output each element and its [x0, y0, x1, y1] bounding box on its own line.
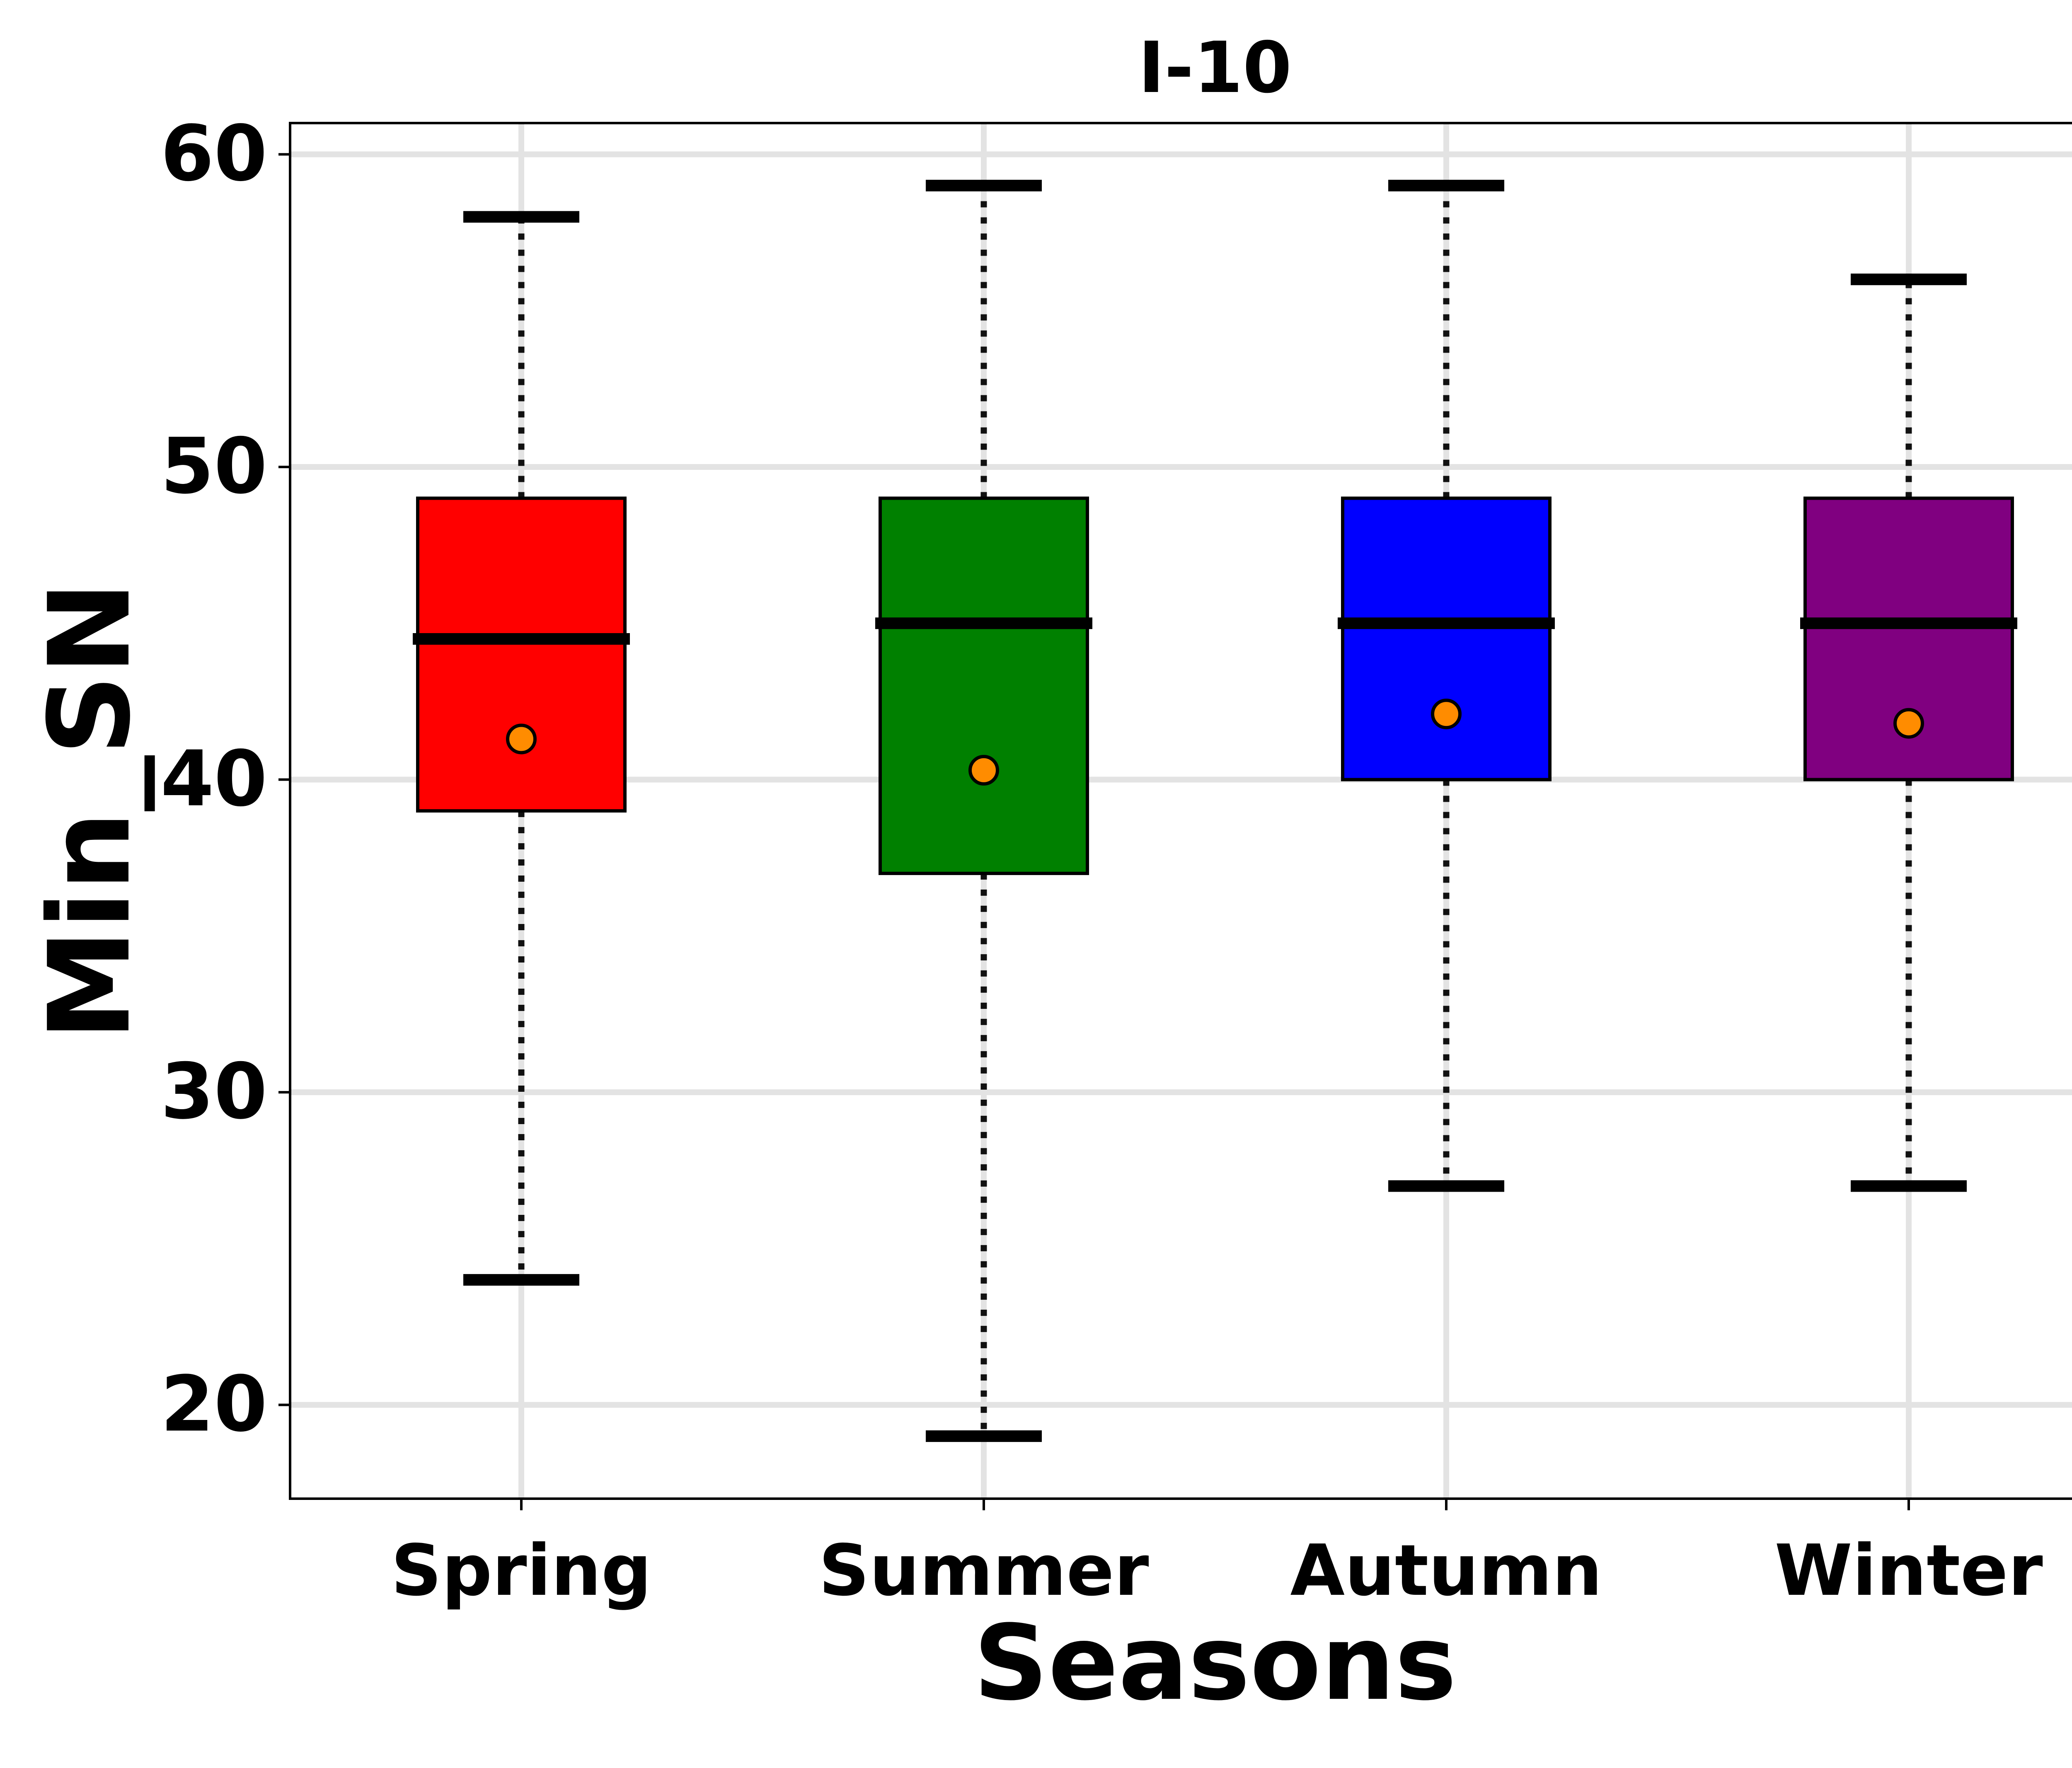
mean-marker — [968, 755, 999, 786]
y-tick-label: 50 — [161, 421, 267, 511]
x-tick-label: Summer — [819, 1530, 1149, 1612]
plot-area-frame — [289, 122, 2072, 1500]
chart-title: I-10 — [1138, 27, 1292, 109]
iqr-box — [416, 496, 627, 813]
mean-marker — [1431, 699, 1462, 730]
y-tick-label: 40 — [161, 734, 267, 824]
x-axis: Spring Summer Autumn Winter — [391, 1499, 2043, 1612]
boxes-layer — [413, 179, 2017, 1442]
box-spring — [413, 211, 630, 1286]
mean-marker — [506, 723, 537, 755]
y-axis: 20 30 40 50 60 — [161, 109, 290, 1449]
x-tick-label: Winter — [1774, 1530, 2043, 1612]
x-tick-label: Autumn — [1290, 1530, 1602, 1612]
mean-marker — [1893, 708, 1924, 739]
box-winter — [1800, 273, 2017, 1192]
y-tick-label: 30 — [161, 1047, 267, 1136]
iqr-box — [879, 496, 1089, 875]
iqr-box — [1341, 496, 1552, 781]
x-axis-title: Seasons — [973, 1603, 1457, 1723]
y-axis-title: Min_SN — [24, 581, 157, 1041]
box-summer — [875, 179, 1092, 1442]
x-tick-label: Spring — [391, 1530, 652, 1612]
box-autumn — [1338, 179, 1555, 1192]
y-tick-label: 20 — [161, 1359, 267, 1449]
y-tick-label: 60 — [161, 109, 267, 198]
